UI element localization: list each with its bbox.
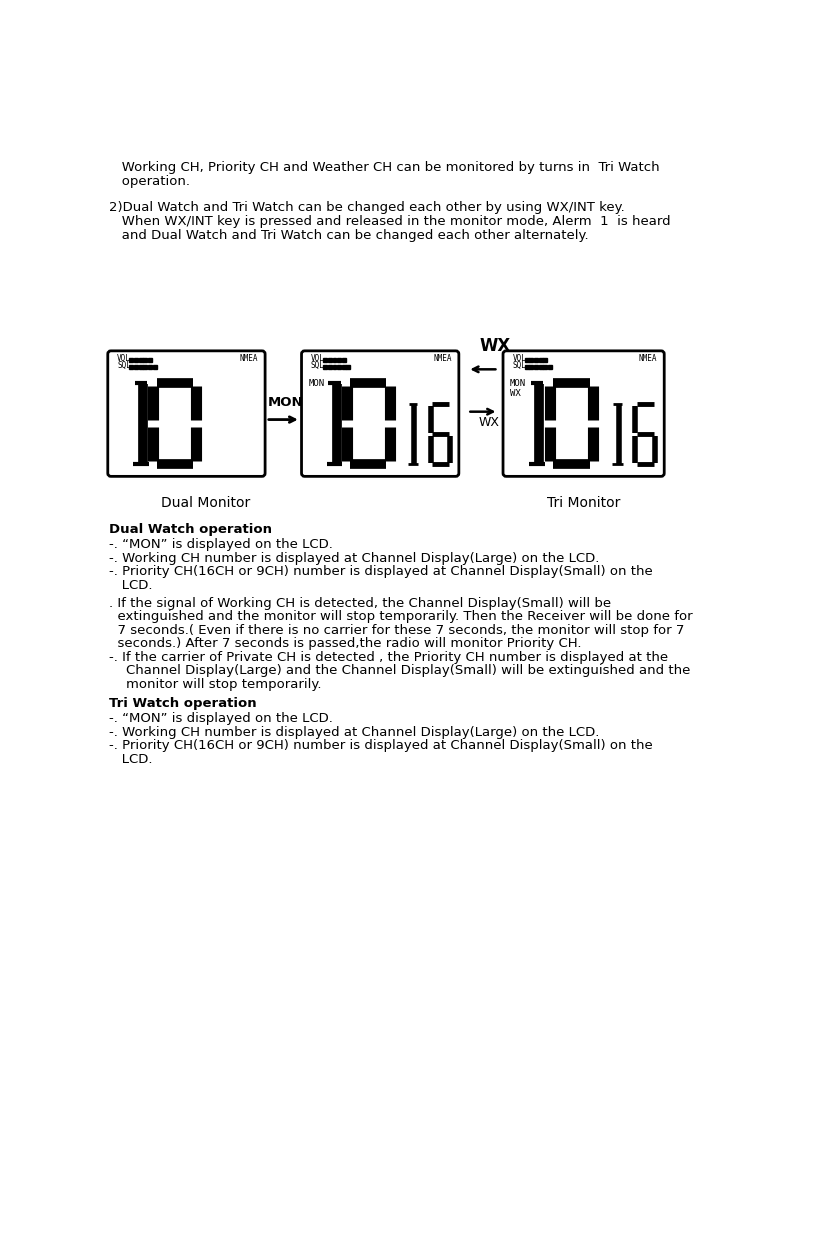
Text: VOL: VOL xyxy=(311,355,325,363)
Bar xyxy=(525,365,529,370)
Text: Tri Watch operation: Tri Watch operation xyxy=(110,697,257,711)
Text: Channel Display(Large) and the Channel Display(Small) will be extinguished and t: Channel Display(Large) and the Channel D… xyxy=(110,664,691,677)
Text: VOL: VOL xyxy=(117,355,131,363)
Bar xyxy=(144,365,148,370)
Text: monitor will stop temporarily.: monitor will stop temporarily. xyxy=(110,678,322,691)
Bar xyxy=(139,365,143,370)
Text: Dual Watch operation: Dual Watch operation xyxy=(110,523,272,536)
Text: seconds.) After 7 seconds is passed,the radio will monitor Priority CH.: seconds.) After 7 seconds is passed,the … xyxy=(110,637,582,651)
Bar xyxy=(148,357,152,362)
Bar xyxy=(525,357,529,362)
Text: WX: WX xyxy=(510,388,521,397)
Bar xyxy=(130,365,134,370)
Bar xyxy=(342,357,346,362)
Bar xyxy=(534,357,538,362)
Text: NMEA: NMEA xyxy=(433,355,452,363)
Bar xyxy=(153,365,157,370)
Text: NMEA: NMEA xyxy=(639,355,658,363)
Text: -. Working CH number is displayed at Channel Display(Large) on the LCD.: -. Working CH number is displayed at Cha… xyxy=(110,552,600,565)
Bar xyxy=(539,357,543,362)
Text: MON: MON xyxy=(267,396,303,408)
Text: 7 seconds.( Even if there is no carrier for these 7 seconds, the monitor will st: 7 seconds.( Even if there is no carrier … xyxy=(110,623,685,637)
Text: SQL: SQL xyxy=(117,361,131,370)
Text: When WX/INT key is pressed and released in the monitor mode, Alerm  1  is heard: When WX/INT key is pressed and released … xyxy=(110,215,671,229)
Bar xyxy=(134,357,138,362)
Text: LCD.: LCD. xyxy=(110,578,153,592)
Bar xyxy=(530,365,533,370)
Bar xyxy=(144,357,148,362)
Text: operation.: operation. xyxy=(110,175,191,189)
Bar xyxy=(130,357,134,362)
Bar xyxy=(337,365,341,370)
Text: -. Priority CH(16CH or 9CH) number is displayed at Channel Display(Small) on the: -. Priority CH(16CH or 9CH) number is di… xyxy=(110,739,653,752)
Bar xyxy=(534,365,538,370)
Bar xyxy=(544,357,547,362)
Text: 2)Dual Watch and Tri Watch can be changed each other by using WX/INT key.: 2)Dual Watch and Tri Watch can be change… xyxy=(110,201,625,215)
Bar xyxy=(342,365,346,370)
Bar xyxy=(323,357,327,362)
Text: -. “MON” is displayed on the LCD.: -. “MON” is displayed on the LCD. xyxy=(110,712,333,726)
Text: SQL: SQL xyxy=(311,361,325,370)
Text: and Dual Watch and Tri Watch can be changed each other alternately.: and Dual Watch and Tri Watch can be chan… xyxy=(110,229,589,242)
Bar xyxy=(328,357,332,362)
Bar xyxy=(332,357,337,362)
Text: Dual Monitor: Dual Monitor xyxy=(161,496,251,511)
Text: LCD.: LCD. xyxy=(110,753,153,766)
Text: -. If the carrier of Private CH is detected , the Priority CH number is displaye: -. If the carrier of Private CH is detec… xyxy=(110,651,668,663)
Bar xyxy=(544,365,547,370)
Text: MON: MON xyxy=(309,378,324,387)
Text: Tri Monitor: Tri Monitor xyxy=(547,496,620,511)
FancyBboxPatch shape xyxy=(503,351,664,476)
Bar xyxy=(148,365,152,370)
Bar xyxy=(332,365,337,370)
Text: VOL: VOL xyxy=(512,355,526,363)
Bar xyxy=(346,365,351,370)
Text: MON: MON xyxy=(510,378,526,387)
Text: . If the signal of Working CH is detected, the Channel Display(Small) will be: . If the signal of Working CH is detecte… xyxy=(110,597,611,610)
Bar xyxy=(337,357,341,362)
Bar xyxy=(548,365,552,370)
FancyBboxPatch shape xyxy=(301,351,459,476)
Text: SQL: SQL xyxy=(512,361,526,370)
Bar xyxy=(539,365,543,370)
Bar xyxy=(134,365,138,370)
Text: -. Working CH number is displayed at Channel Display(Large) on the LCD.: -. Working CH number is displayed at Cha… xyxy=(110,726,600,739)
Bar xyxy=(328,365,332,370)
Text: Working CH, Priority CH and Weather CH can be monitored by turns in  Tri Watch: Working CH, Priority CH and Weather CH c… xyxy=(110,161,660,175)
Text: -. Priority CH(16CH or 9CH) number is displayed at Channel Display(Small) on the: -. Priority CH(16CH or 9CH) number is di… xyxy=(110,566,653,578)
Bar xyxy=(139,357,143,362)
Text: WX: WX xyxy=(479,337,510,356)
Text: -. “MON” is displayed on the LCD.: -. “MON” is displayed on the LCD. xyxy=(110,538,333,551)
Bar xyxy=(323,365,327,370)
Text: NMEA: NMEA xyxy=(239,355,258,363)
Bar xyxy=(530,357,533,362)
Text: extinguished and the monitor will stop temporarily. Then the Receiver will be do: extinguished and the monitor will stop t… xyxy=(110,611,693,623)
Text: WX: WX xyxy=(479,416,500,428)
FancyBboxPatch shape xyxy=(108,351,265,476)
